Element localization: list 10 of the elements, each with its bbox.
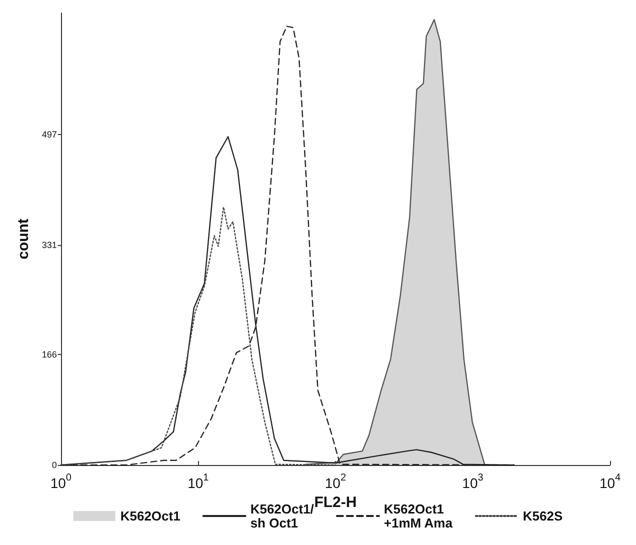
legend-label: K562Oct1 xyxy=(120,508,180,524)
y-tick-label: 497 xyxy=(42,130,57,140)
legend-label: K562Oct1/ sh Oct1 xyxy=(250,502,314,530)
y-axis-title: count xyxy=(15,218,32,260)
y-tick-label: 331 xyxy=(42,240,57,250)
legend-label: K562S xyxy=(522,508,563,524)
y-tick-label: 0 xyxy=(52,460,57,470)
y-tick-label: 166 xyxy=(42,350,57,360)
legend-label: K562Oct1 +1mM Ama xyxy=(384,502,454,530)
x-axis-title: FL2-H xyxy=(314,494,357,511)
